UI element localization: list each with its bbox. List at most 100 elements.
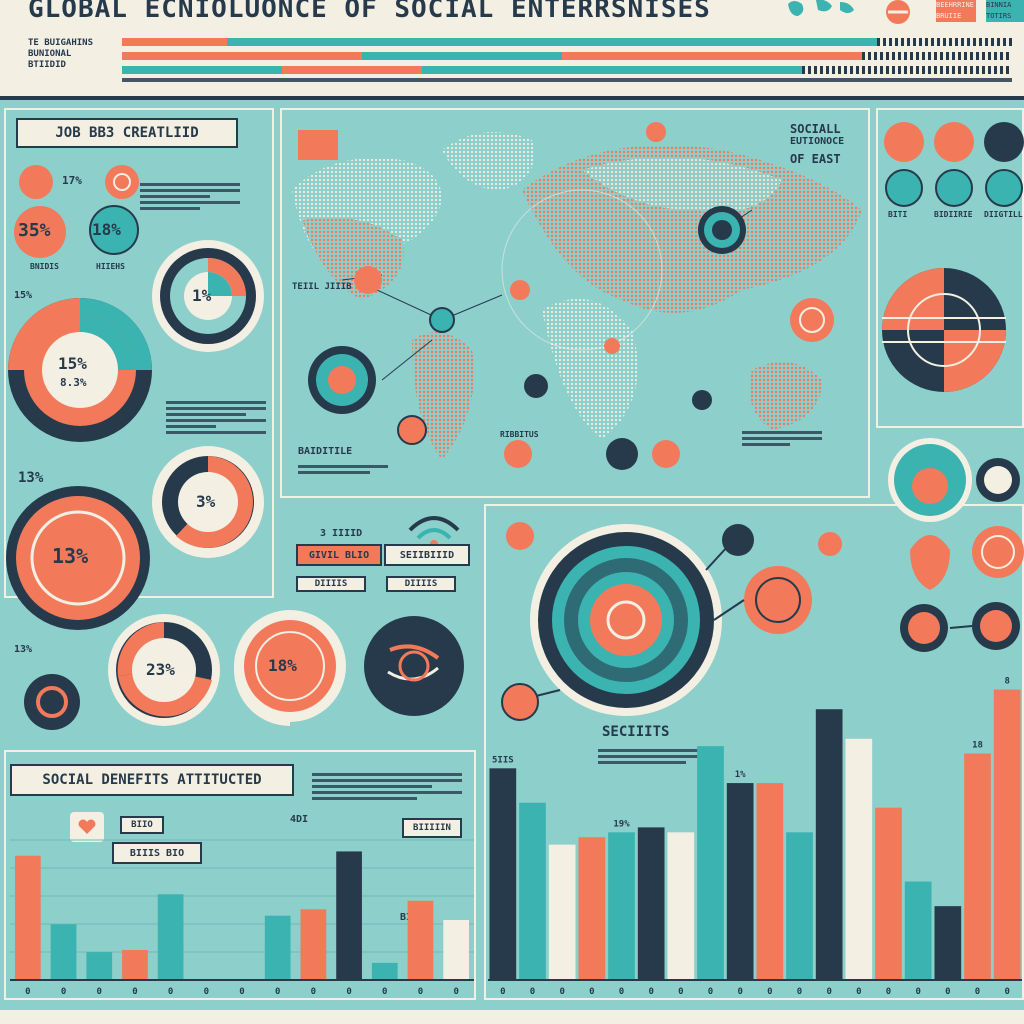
middle-sub-1: 3 IIIID <box>320 528 363 539</box>
bar-coral <box>14 855 41 980</box>
x-tick-label: 0 <box>678 987 683 997</box>
map-annotation-3: RIBBITUS <box>500 430 539 439</box>
x-tick-label: 0 <box>239 987 244 997</box>
bar-value-label: 5IIS <box>492 755 514 765</box>
benefits-bar-chart: 0 0 0 0 0 0 0 0 0 0 0 0 0 <box>10 839 474 997</box>
sector-bar <box>845 738 873 980</box>
central-target <box>501 522 842 721</box>
map-text-block <box>298 462 388 477</box>
x-tick-label: 0 <box>648 987 653 997</box>
person-label-2: BIDIIRIE <box>934 210 973 219</box>
x-tick-label: 0 <box>589 987 594 997</box>
x-tick-label: 0 <box>559 987 564 997</box>
donut-label-6: 18% <box>268 656 297 675</box>
x-tick-label: 0 <box>708 987 713 997</box>
jobs-label-2: HIIEHS <box>96 262 125 271</box>
globe-icon <box>788 0 854 16</box>
sector-bar <box>875 807 902 980</box>
person-label-3: DIIGTILL <box>984 210 1023 219</box>
sectors-label: SECIIITS <box>602 724 670 740</box>
bar-teal <box>264 915 291 980</box>
sector-bar <box>578 837 606 980</box>
legend-box-1: BEEHRRINE BRUIIE <box>936 0 976 22</box>
benefit-value-1: 4DI <box>290 814 309 825</box>
sector-bar <box>608 832 635 980</box>
sector-bar <box>726 783 754 980</box>
sector-bar <box>667 832 695 980</box>
bar-teal <box>86 952 113 980</box>
sector-bar <box>815 709 843 980</box>
jobs-stat-icons <box>14 165 139 258</box>
person-label-1: BITI <box>888 210 908 219</box>
side-pct-1: 15% <box>14 290 33 301</box>
jobs-small-pct: 17% <box>62 174 82 187</box>
jobs-panel <box>4 108 274 598</box>
x-tick-label: 0 <box>1004 987 1009 997</box>
x-tick-label: 0 <box>418 987 423 997</box>
x-tick-label: 0 <box>382 987 387 997</box>
bar-coral <box>122 950 148 980</box>
bar-coral <box>300 909 327 980</box>
people-icons <box>882 122 1024 392</box>
jobs-pct-1: 35% <box>18 220 51 241</box>
map-title-2: EUTIONOCE <box>790 136 845 147</box>
x-tick-label: 0 <box>886 987 891 997</box>
x-tick-label: 0 <box>25 987 30 997</box>
x-tick-label: 0 <box>856 987 861 997</box>
x-tick-label: 0 <box>453 987 458 997</box>
donut-label-4: 13% <box>52 544 89 568</box>
footer-strip <box>0 1010 1024 1024</box>
x-tick-label: 0 <box>275 987 280 997</box>
benefit-tag-2: BIIIS BIO <box>112 842 202 864</box>
network-icons <box>888 438 1024 652</box>
sector-bar <box>786 832 813 980</box>
sector-bar <box>489 768 517 980</box>
donut-row <box>234 610 464 722</box>
sectors-text-block <box>598 746 708 767</box>
bar-value-label: 19% <box>613 819 630 829</box>
x-tick-label: 0 <box>797 987 802 997</box>
x-tick-label: 0 <box>975 987 980 997</box>
sector-bar <box>964 753 991 980</box>
header: GLOBAL ECNIOLUONCE OF SOCIAL ENTERRSNISE… <box>0 0 1024 100</box>
benefit-tag-3: BIIIIIN <box>402 818 462 838</box>
bar-teal <box>50 924 77 980</box>
jobs-pct-2: 18% <box>92 220 121 239</box>
donut-label-5: 23% <box>146 660 175 679</box>
sectors-bar-chart: 5IIS 0 0 0 0 19% 0 0 0 0 1% 0 0 0 0 0 0 0 0 18 0 8 0 <box>488 677 1022 997</box>
right-top-panel <box>876 108 1024 428</box>
heart-icon <box>70 812 104 842</box>
bar-teal <box>157 894 184 980</box>
handshake-icon <box>886 0 910 24</box>
header-divider <box>0 96 1024 100</box>
sectors-panel <box>484 504 1024 1000</box>
world-map <box>292 122 862 470</box>
map-text-block-2 <box>742 428 822 449</box>
page-title: GLOBAL ECNIOLUONCE OF SOCIAL ENTERRSNISE… <box>28 0 711 24</box>
x-tick-label: 0 <box>530 987 535 997</box>
map-annotation-2: BAIDITILE <box>298 446 353 457</box>
benefits-text-block <box>312 770 462 803</box>
header-subtitle: TE BUIGAHINS BUNIONAL BTIIDID <box>28 38 94 70</box>
jobs-text-block <box>140 180 240 213</box>
x-tick-label: 0 <box>826 987 831 997</box>
side-pct-3: 13% <box>14 644 33 655</box>
benefits-ribbon: SOCIAL DENEFITS ATTITUCTED <box>10 764 294 796</box>
sector-bar <box>756 783 784 980</box>
x-tick-label: 0 <box>619 987 624 997</box>
x-tick-label: 0 <box>168 987 173 997</box>
legend-box-2: BINNIA TOTIRS <box>986 0 1024 22</box>
sector-bar <box>697 746 724 980</box>
sector-bar <box>993 689 1021 980</box>
sector-bar <box>548 844 576 980</box>
x-tick-label: 0 <box>915 987 920 997</box>
donut-label-1: 1% <box>192 286 212 305</box>
donut-label-2a: 15% <box>58 354 87 373</box>
donut-charts-left <box>6 240 290 730</box>
badge-1: GIVIL BLIO <box>296 544 382 566</box>
jobs-label-1: BNIDIS <box>30 262 59 271</box>
x-tick-label: 0 <box>61 987 66 997</box>
sector-bar <box>904 881 932 980</box>
bar-value-label: 8 <box>1004 677 1009 687</box>
x-tick-label: 0 <box>500 987 505 997</box>
